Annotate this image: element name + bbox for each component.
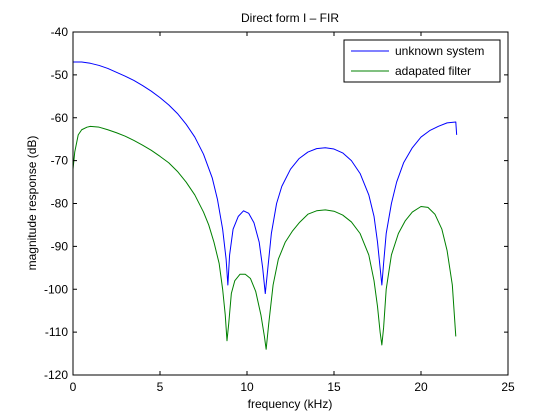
- y-tick-label: -60: [51, 111, 69, 125]
- y-tick-label: -40: [51, 25, 69, 39]
- y-tick-label: -70: [51, 154, 69, 168]
- legend-box: [343, 39, 501, 83]
- ticks-layer: 0 5 10 15 20 25 -120 -110 -100 -90 -80 -70 -60 -50 -40: [44, 25, 515, 394]
- series-line-adapated-filter: [72, 125, 457, 350]
- y-tick-label: -120: [44, 368, 68, 382]
- y-tick-label: -110: [45, 325, 68, 339]
- x-tick-label: 25: [501, 380, 515, 394]
- x-tick-label: 15: [327, 380, 341, 394]
- x-tick-label: 10: [240, 380, 254, 394]
- x-tick-label: 5: [157, 380, 164, 394]
- legend-label-unknown-system: unknown system: [395, 44, 484, 58]
- y-tick-label: -50: [51, 68, 69, 82]
- series-line-unknown-system: [73, 61, 458, 295]
- chart-title: Direct form I – FIR: [241, 11, 339, 25]
- y-axis-label: magnitude response (dB): [25, 136, 39, 271]
- y-tick-label: -100: [44, 282, 68, 296]
- plot-area: [73, 32, 508, 375]
- x-axis-label: frequency (kHz): [248, 397, 333, 411]
- series-layer: [72, 61, 458, 350]
- x-tick-label: 0: [70, 380, 77, 394]
- x-tick-label: 20: [414, 380, 428, 394]
- y-tick-label: -80: [51, 197, 69, 211]
- legend: unknown system adapated filter: [343, 39, 501, 83]
- y-tick-label: -90: [51, 239, 69, 253]
- legend-label-adapated-filter: adapated filter: [395, 64, 471, 78]
